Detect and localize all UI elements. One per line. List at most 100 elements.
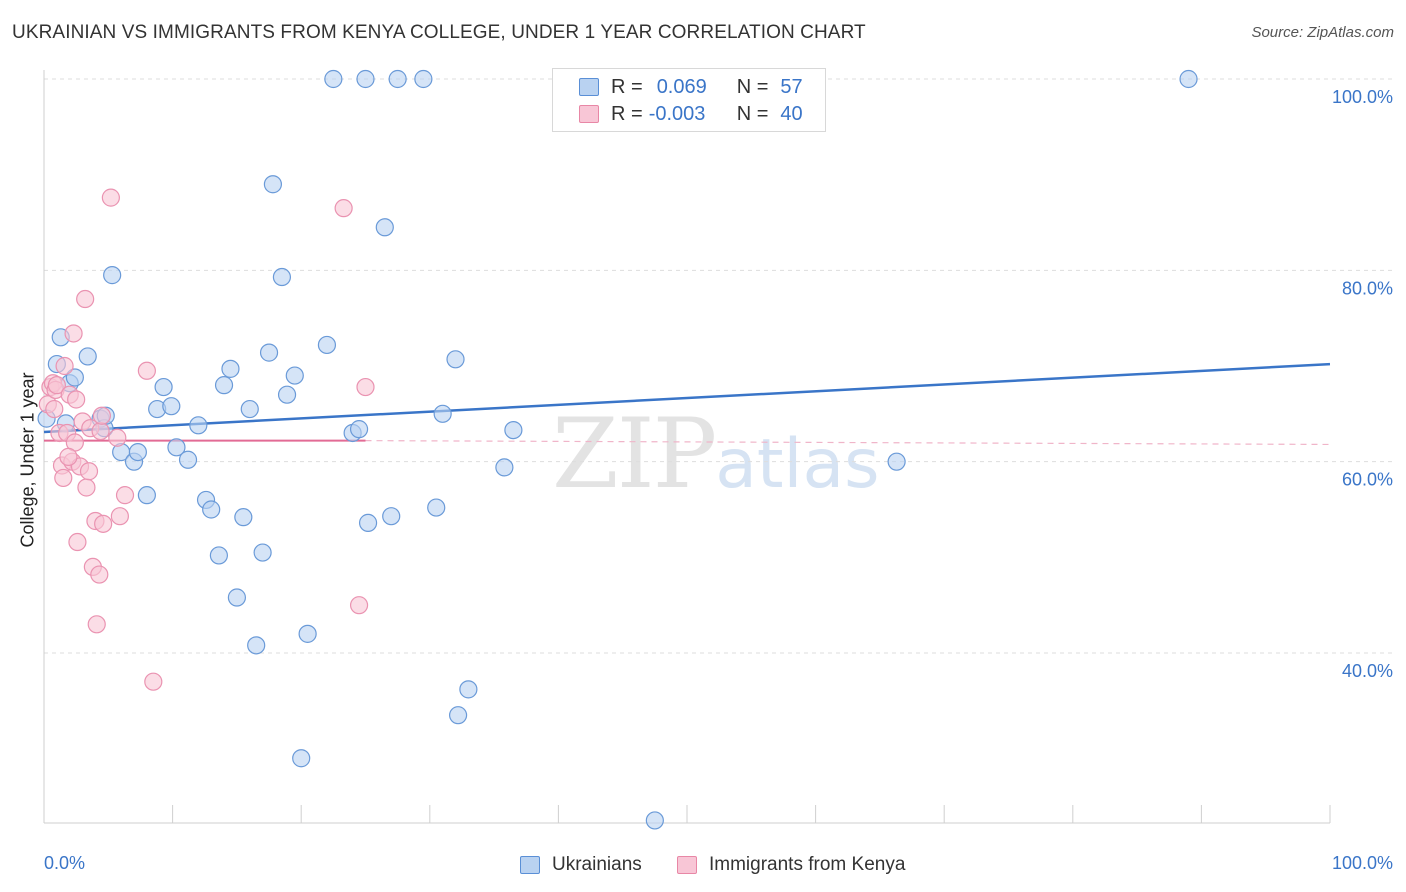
legend-swatch-blue: [579, 78, 599, 96]
x-tick-label: 0.0%: [44, 853, 85, 873]
bottom-legend-ukrainians: Ukrainians: [520, 852, 642, 878]
kenya-point: [67, 390, 86, 409]
ukrainians-point: [433, 404, 452, 423]
tick-label-layer: 100.0% 80.0% 60.0% 40.0% 0.0% 100.0%: [44, 87, 1393, 873]
bottom-legend-label: Ukrainians: [552, 854, 642, 875]
watermark: ZIPatlas: [552, 398, 880, 510]
y-tick-label: 100.0%: [1332, 87, 1393, 107]
kenya-point: [45, 399, 64, 419]
ukrainians-point: [504, 420, 523, 440]
ukrainians-point: [1179, 69, 1198, 89]
ukrainians-point: [162, 397, 181, 416]
kenya-point: [68, 532, 87, 552]
ukrainians-point: [167, 438, 186, 457]
correlation-legend: R = 0.069 N = 57 R = -0.003 N = 40: [552, 68, 826, 132]
ukrainians-point: [446, 350, 465, 369]
ukrainians-point: [128, 443, 147, 462]
ukrainians-point: [234, 508, 253, 527]
watermark-zip: ZIP: [552, 398, 717, 510]
legend-n-value: 40: [780, 102, 803, 125]
kenya-point: [101, 188, 120, 207]
kenya-point: [115, 486, 135, 505]
legend-r-label: R =: [611, 75, 643, 98]
ukrainians-point: [189, 416, 208, 435]
ukrainians-point: [645, 811, 664, 830]
legend-row-kenya: R = -0.003 N = 40: [579, 101, 803, 127]
ukrainians-point: [324, 69, 343, 89]
axis-layer: [43, 70, 1331, 824]
kenya-point: [54, 468, 73, 488]
ukrainians-point: [382, 507, 401, 526]
kenya-point: [108, 428, 127, 447]
kenya-point: [334, 199, 353, 218]
kenya-point: [76, 289, 95, 309]
ukrainians-point: [356, 69, 375, 89]
legend-r-label: R =: [611, 102, 643, 125]
bottom-legend-swatch-pink: [677, 856, 697, 874]
y-axis-label: College, Under 1 year: [17, 372, 38, 548]
kenya-point: [87, 615, 106, 634]
ukrainians-point: [317, 335, 337, 355]
kenya-point: [349, 596, 369, 615]
kenya-point: [137, 361, 156, 380]
legend-n-label: N =: [736, 75, 769, 98]
ukrainians-point: [448, 706, 468, 725]
ukrainians-point: [285, 366, 304, 385]
kenya-point: [110, 507, 129, 526]
ukrainians-point: [202, 500, 221, 519]
ukrainians-point: [427, 498, 446, 517]
kenya-point: [144, 672, 163, 691]
legend-r-value: 0.069: [656, 75, 707, 98]
ukrainians-point: [103, 266, 122, 285]
ukrainians-trend-line: [43, 362, 1331, 434]
ukrainians-point: [414, 69, 433, 89]
legend-n-value: 57: [780, 75, 803, 98]
kenya-point: [79, 462, 99, 481]
ukrainians-point: [214, 376, 234, 395]
bottom-legend-kenya: Immigrants from Kenya: [677, 852, 905, 878]
kenya-point: [64, 324, 83, 343]
ukrainians-point: [298, 624, 317, 643]
y-tick-label: 40.0%: [1342, 661, 1393, 681]
ukrainians-point: [221, 359, 240, 378]
y-tick-label: 80.0%: [1342, 278, 1393, 298]
kenya-point: [55, 356, 74, 376]
legend-swatch-pink: [579, 105, 599, 123]
ukrainians-point: [358, 513, 378, 532]
ukrainians-point: [65, 368, 84, 387]
ukrainians-point: [78, 347, 97, 366]
grid-layer: [44, 78, 1395, 654]
source-label: Source: ZipAtlas.com: [1251, 24, 1394, 41]
legend-row-ukrainians: R = 0.069 N = 57: [579, 74, 803, 100]
y-tick-label: 60.0%: [1342, 470, 1393, 490]
ukrainians-point: [259, 343, 279, 362]
kenya-point: [94, 514, 113, 533]
ukrainians-point: [247, 636, 266, 655]
kenya-point: [91, 421, 110, 441]
ukrainians-point: [495, 458, 514, 477]
kenya-point: [59, 447, 78, 466]
x-tick-label: 100.0%: [1332, 853, 1393, 873]
bottom-legend-swatch-blue: [520, 856, 540, 874]
ukrainians-point: [137, 486, 156, 505]
kenya-trend-line-dashed: [365, 440, 1331, 446]
points-layer: [37, 69, 1198, 830]
kenya-point: [90, 565, 109, 584]
kenya-point: [77, 478, 96, 497]
trend-layer: [43, 362, 1331, 446]
ukrainians-point: [292, 749, 311, 768]
ukrainians-point: [388, 69, 407, 89]
ukrainians-point: [253, 543, 272, 562]
ukrainians-point: [459, 680, 478, 699]
legend-r-value: -0.003: [648, 102, 706, 125]
kenya-point: [47, 376, 66, 395]
ukrainians-point: [277, 385, 297, 404]
watermark-atlas: atlas: [715, 425, 880, 504]
ukrainians-point: [240, 399, 259, 419]
ukrainians-point: [349, 420, 369, 439]
ukrainians-point: [887, 452, 906, 471]
ukrainians-point: [178, 450, 198, 469]
ukrainians-point: [227, 588, 246, 607]
ukrainians-point: [263, 175, 283, 194]
ukrainians-point: [209, 546, 228, 565]
